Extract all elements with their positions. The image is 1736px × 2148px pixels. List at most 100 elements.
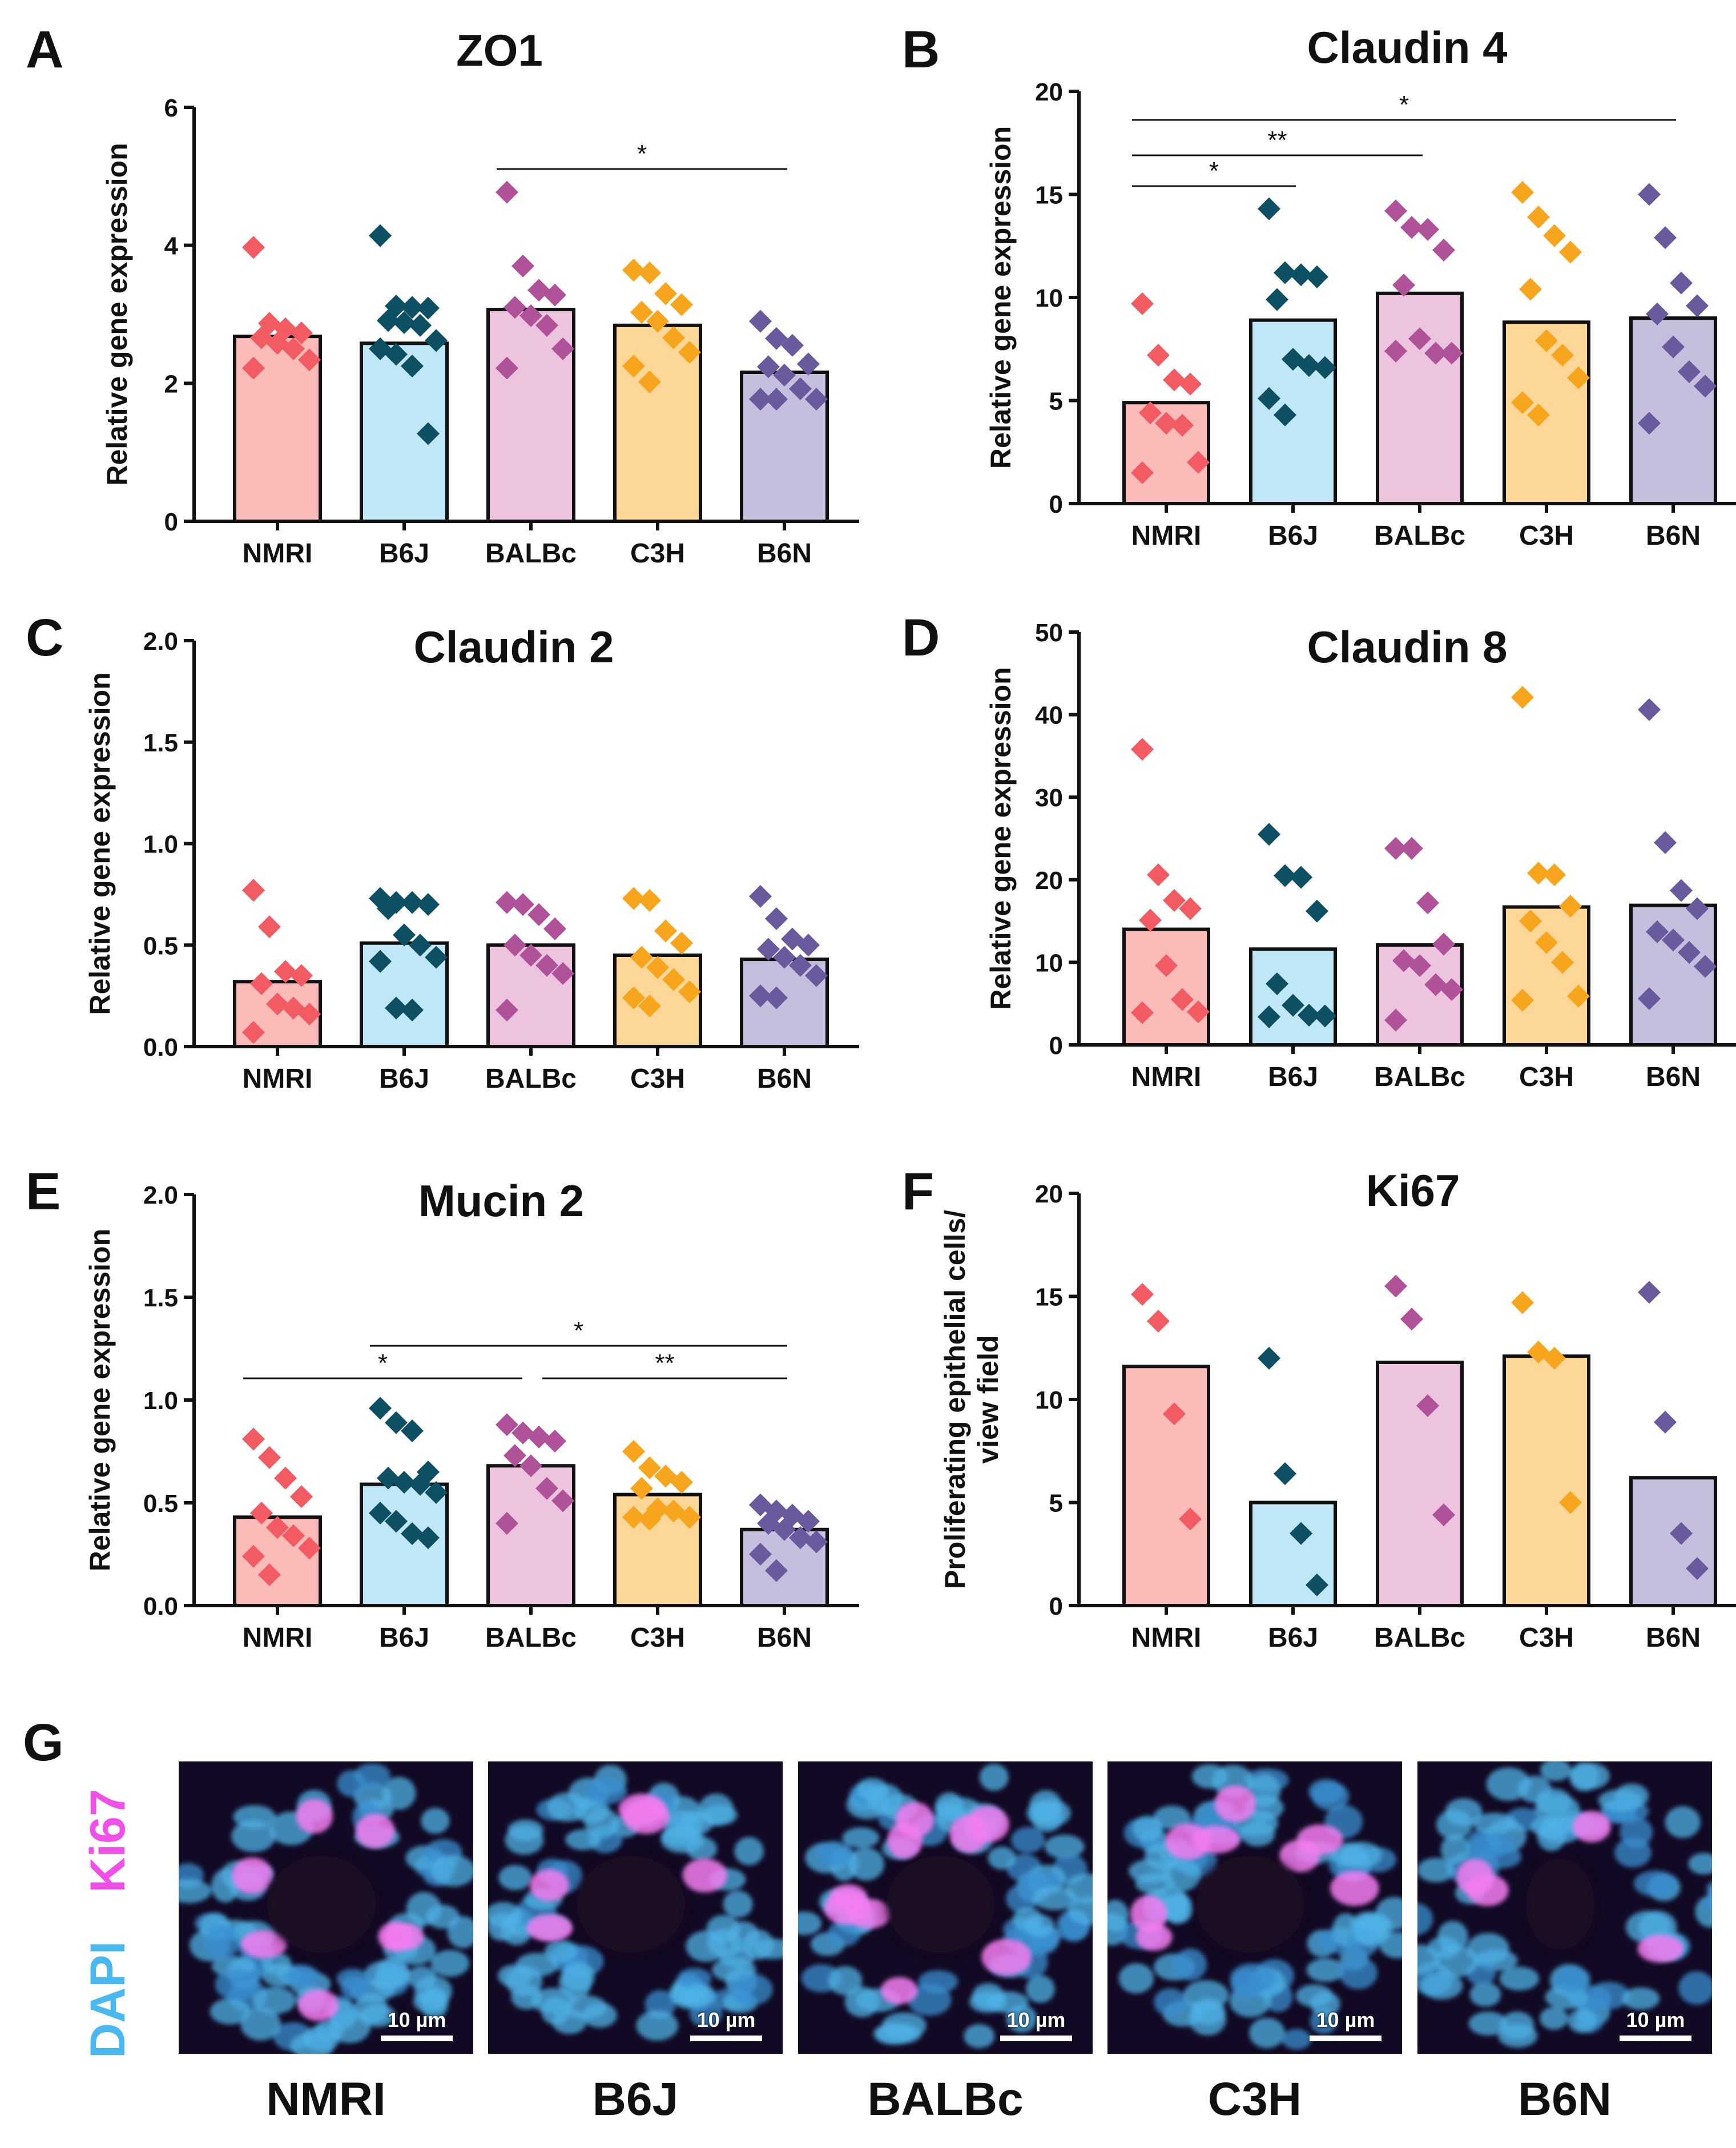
data-point xyxy=(1511,686,1534,709)
data-point xyxy=(773,946,796,969)
data-point xyxy=(1131,292,1154,315)
panel-letter: F xyxy=(902,1163,934,1221)
data-point xyxy=(1155,954,1178,978)
chart-title: Mucin 2 xyxy=(418,1176,584,1226)
data-point xyxy=(425,329,448,352)
data-point xyxy=(1559,895,1582,918)
bar-nmri xyxy=(1122,927,1210,1047)
data-point xyxy=(1678,941,1701,964)
data-point xyxy=(662,326,685,349)
data-point xyxy=(377,897,400,920)
data-point xyxy=(1511,180,1534,204)
data-point xyxy=(1527,403,1550,427)
data-point xyxy=(630,300,653,324)
data-point xyxy=(1440,978,1463,1001)
data-point xyxy=(1147,863,1170,887)
data-point xyxy=(1147,1309,1170,1333)
bar-b6n xyxy=(1629,903,1717,1047)
legend-ki67: Ki67 xyxy=(80,1789,135,1893)
x-tick-label: C3H xyxy=(630,1064,685,1094)
data-point xyxy=(797,1510,820,1533)
panel-letter: E xyxy=(26,1163,61,1221)
data-point xyxy=(670,293,693,316)
data-point xyxy=(369,950,392,973)
data-point xyxy=(1559,1491,1582,1514)
data-point xyxy=(393,311,416,334)
stain-legend: DAPI Ki67 xyxy=(80,1761,166,2058)
data-point xyxy=(1187,1000,1210,1024)
data-point xyxy=(805,1530,828,1554)
chart-title: Claudin 2 xyxy=(413,622,614,672)
data-point xyxy=(765,388,788,411)
data-point xyxy=(622,887,645,910)
data-point xyxy=(1384,1274,1407,1298)
data-point xyxy=(417,1526,440,1550)
data-point xyxy=(1179,1507,1202,1531)
data-point xyxy=(1266,288,1288,311)
bar-nmri xyxy=(1122,1365,1210,1607)
data-point xyxy=(678,980,701,1004)
data-point xyxy=(511,1421,534,1445)
data-point xyxy=(1163,368,1186,392)
y-tick-label: 1.0 xyxy=(143,1387,178,1415)
data-point xyxy=(504,934,526,957)
data-point xyxy=(504,296,526,319)
data-point xyxy=(266,992,289,1016)
x-tick-label: C3H xyxy=(630,1623,685,1653)
data-point xyxy=(1282,993,1304,1017)
data-point xyxy=(789,1526,812,1550)
scale-bar: 10 µm xyxy=(1620,2008,1691,2041)
data-point xyxy=(646,956,669,979)
data-point xyxy=(789,954,812,977)
data-point xyxy=(242,1427,265,1451)
data-point xyxy=(638,262,661,284)
significance-label: * xyxy=(1399,91,1409,119)
y-tick-label: 1.5 xyxy=(143,1284,178,1312)
x-tick-label: B6N xyxy=(757,1064,812,1094)
data-point xyxy=(1139,401,1162,425)
data-point xyxy=(1424,341,1447,365)
data-point xyxy=(765,907,788,931)
data-point xyxy=(1400,216,1423,239)
panel-letter: D xyxy=(902,609,940,667)
x-tick-label: B6N xyxy=(757,1623,812,1653)
micrograph-image xyxy=(798,1761,1093,2054)
data-point xyxy=(401,999,424,1022)
y-tick-label: 15 xyxy=(1035,1284,1063,1312)
data-point xyxy=(417,422,440,445)
data-point xyxy=(543,917,566,940)
y-tick-label: 50 xyxy=(1035,619,1063,647)
chart-panel-a: A ZO1 0 2 4 6 NMRI B6J BALBc C3H B6N Relative gene … xyxy=(26,21,859,569)
data-point xyxy=(1384,1008,1407,1032)
data-point xyxy=(622,1440,645,1463)
data-point xyxy=(662,968,685,991)
y-tick-label: 6 xyxy=(164,94,178,122)
data-point xyxy=(646,309,669,333)
data-point xyxy=(630,946,653,969)
data-point xyxy=(1511,1291,1534,1314)
x-tick-label: B6J xyxy=(379,1623,429,1653)
data-point xyxy=(1384,339,1407,363)
data-point xyxy=(1258,1346,1280,1370)
scale-bar: 10 µm xyxy=(690,2008,762,2041)
data-point xyxy=(749,984,772,1008)
data-point xyxy=(1416,1394,1439,1417)
data-point xyxy=(1646,302,1669,325)
data-point xyxy=(1686,897,1709,920)
micrograph-c3h: 10 µm xyxy=(1107,1761,1402,2054)
data-point xyxy=(1638,987,1661,1011)
x-tick-label: NMRI xyxy=(1131,521,1202,551)
data-point xyxy=(1535,329,1558,352)
data-point xyxy=(805,388,828,411)
data-point xyxy=(678,1506,701,1529)
x-tick-label: B6N xyxy=(1646,1062,1701,1092)
y-tick-label: 0 xyxy=(1049,1592,1063,1620)
data-point xyxy=(1638,412,1661,435)
data-point xyxy=(1440,341,1463,365)
data-point xyxy=(805,964,828,987)
strain-label-balbc: BALBc xyxy=(867,2073,1024,2125)
data-point xyxy=(242,236,265,259)
data-point xyxy=(1511,988,1534,1012)
y-tick-label: 40 xyxy=(1035,702,1063,730)
data-point xyxy=(1416,891,1439,915)
